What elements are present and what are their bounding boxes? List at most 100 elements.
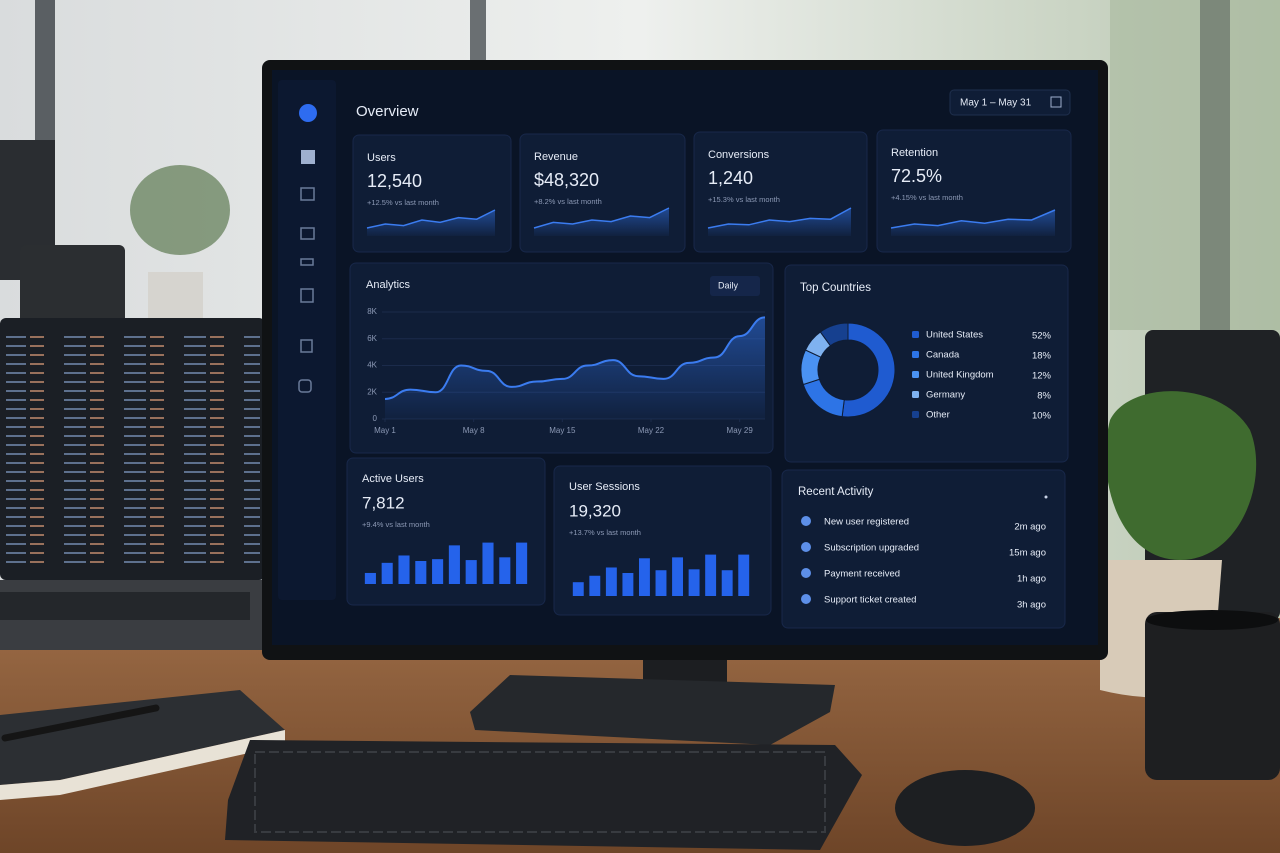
activity-icon	[801, 594, 811, 604]
keyboard	[225, 740, 862, 850]
kpi-sparkline-area	[708, 208, 851, 236]
card-value: 19,320	[569, 501, 621, 520]
card-title: User Sessions	[569, 481, 640, 493]
card	[781, 469, 1066, 629]
activity-icon	[801, 516, 811, 526]
legend-swatch	[912, 391, 919, 398]
kpi-sparkline	[533, 207, 670, 229]
period-label: Daily	[718, 280, 739, 290]
legend-label: United States	[926, 330, 983, 341]
greenery	[1110, 0, 1280, 330]
background-plant	[130, 165, 230, 255]
bar	[516, 542, 528, 584]
more-menu[interactable]	[1044, 495, 1048, 499]
plant-pot	[148, 272, 203, 320]
notebook	[0, 690, 285, 785]
legend-swatch	[912, 351, 919, 358]
legend-value: 18%	[1032, 351, 1052, 362]
card-title: Active Users	[362, 473, 424, 485]
bar	[605, 567, 617, 596]
activity-text: New user registered	[824, 517, 909, 528]
kpi-value: $48,320	[534, 170, 599, 190]
x-tick-label: May 8	[463, 426, 485, 435]
kpi-sparkline-area	[534, 208, 669, 236]
kpi-change: +4.15% vs last month	[891, 193, 963, 202]
bar	[655, 570, 667, 596]
kpi-change: +15.3% vs last month	[708, 195, 780, 204]
card	[346, 457, 546, 606]
kpi-sparkline-area	[891, 210, 1055, 236]
kpi-change: +8.2% vs last month	[534, 197, 602, 206]
nav-dashboard[interactable]	[301, 150, 315, 164]
bar	[688, 569, 700, 596]
card-title: Recent Activity	[798, 486, 874, 498]
kpi-label: Retention	[891, 147, 938, 159]
area-line	[384, 316, 766, 400]
kpi-label: Revenue	[534, 151, 578, 163]
mug-opening	[1146, 610, 1278, 630]
kpi-label: Conversions	[708, 149, 770, 161]
card-value: 7,812	[362, 493, 405, 512]
activity-time: 3h ago	[1017, 600, 1046, 611]
bar	[381, 562, 393, 584]
bar	[622, 573, 634, 596]
y-tick-label: 0	[373, 414, 378, 423]
window-frame	[470, 0, 486, 70]
bar	[465, 560, 477, 584]
legend-label: Other	[926, 410, 950, 421]
date-range: May 1 – May 31	[960, 98, 1032, 109]
bar	[398, 555, 410, 584]
bar	[364, 572, 376, 584]
mouse	[895, 770, 1035, 846]
legend-label: Canada	[926, 350, 960, 361]
calendar-icon	[1050, 96, 1062, 108]
card-title: Top Countries	[800, 282, 871, 294]
bar	[721, 570, 733, 596]
legend-label: Germany	[926, 390, 965, 401]
legend-value: 10%	[1032, 411, 1052, 422]
card-change: +9.4% vs last month	[362, 520, 430, 529]
app-logo	[299, 104, 317, 122]
kpi-value: 1,240	[708, 168, 753, 188]
y-tick-label: 6K	[367, 334, 377, 343]
kpi-sparkline	[707, 207, 852, 229]
keyboard-keys	[254, 751, 826, 833]
mug	[1145, 612, 1280, 780]
kpi-value: 12,540	[367, 171, 422, 191]
bar	[705, 554, 717, 596]
legend-swatch	[912, 331, 919, 338]
pen	[1, 704, 160, 742]
laptop-keyboard	[0, 592, 250, 620]
x-tick-label: May 22	[638, 426, 665, 435]
kpi-change: +12.5% vs last month	[367, 198, 439, 207]
bar	[738, 554, 750, 596]
nav-billing[interactable]	[300, 258, 314, 266]
donut-segment	[841, 322, 896, 418]
x-tick-label: May 29	[727, 426, 754, 435]
nav-documents[interactable]	[300, 288, 314, 303]
bar	[572, 582, 584, 596]
nav-reports[interactable]	[300, 227, 315, 240]
legend-value: 52%	[1032, 331, 1052, 342]
monitor-base	[470, 675, 835, 745]
nav-analytics[interactable]	[300, 187, 315, 201]
y-tick-label: 8K	[367, 307, 377, 316]
activity-text: Support ticket created	[824, 595, 916, 606]
kpi-sparkline	[890, 209, 1056, 229]
nav-calendar[interactable]	[300, 339, 313, 353]
bar	[589, 575, 601, 596]
activity-icon	[801, 542, 811, 552]
page-title: Overview	[356, 103, 419, 120]
kpi-value: 72.5%	[891, 166, 942, 186]
date-picker[interactable]	[949, 89, 1071, 116]
activity-text: Subscription upgraded	[824, 543, 919, 554]
y-tick-label: 2K	[367, 387, 377, 396]
legend-swatch	[912, 411, 919, 418]
bar	[448, 545, 460, 584]
nav-settings[interactable]	[298, 379, 312, 393]
area-fill	[385, 317, 765, 419]
legend-swatch	[912, 371, 919, 378]
period-select[interactable]	[710, 276, 760, 296]
legend-value: 8%	[1037, 391, 1051, 402]
